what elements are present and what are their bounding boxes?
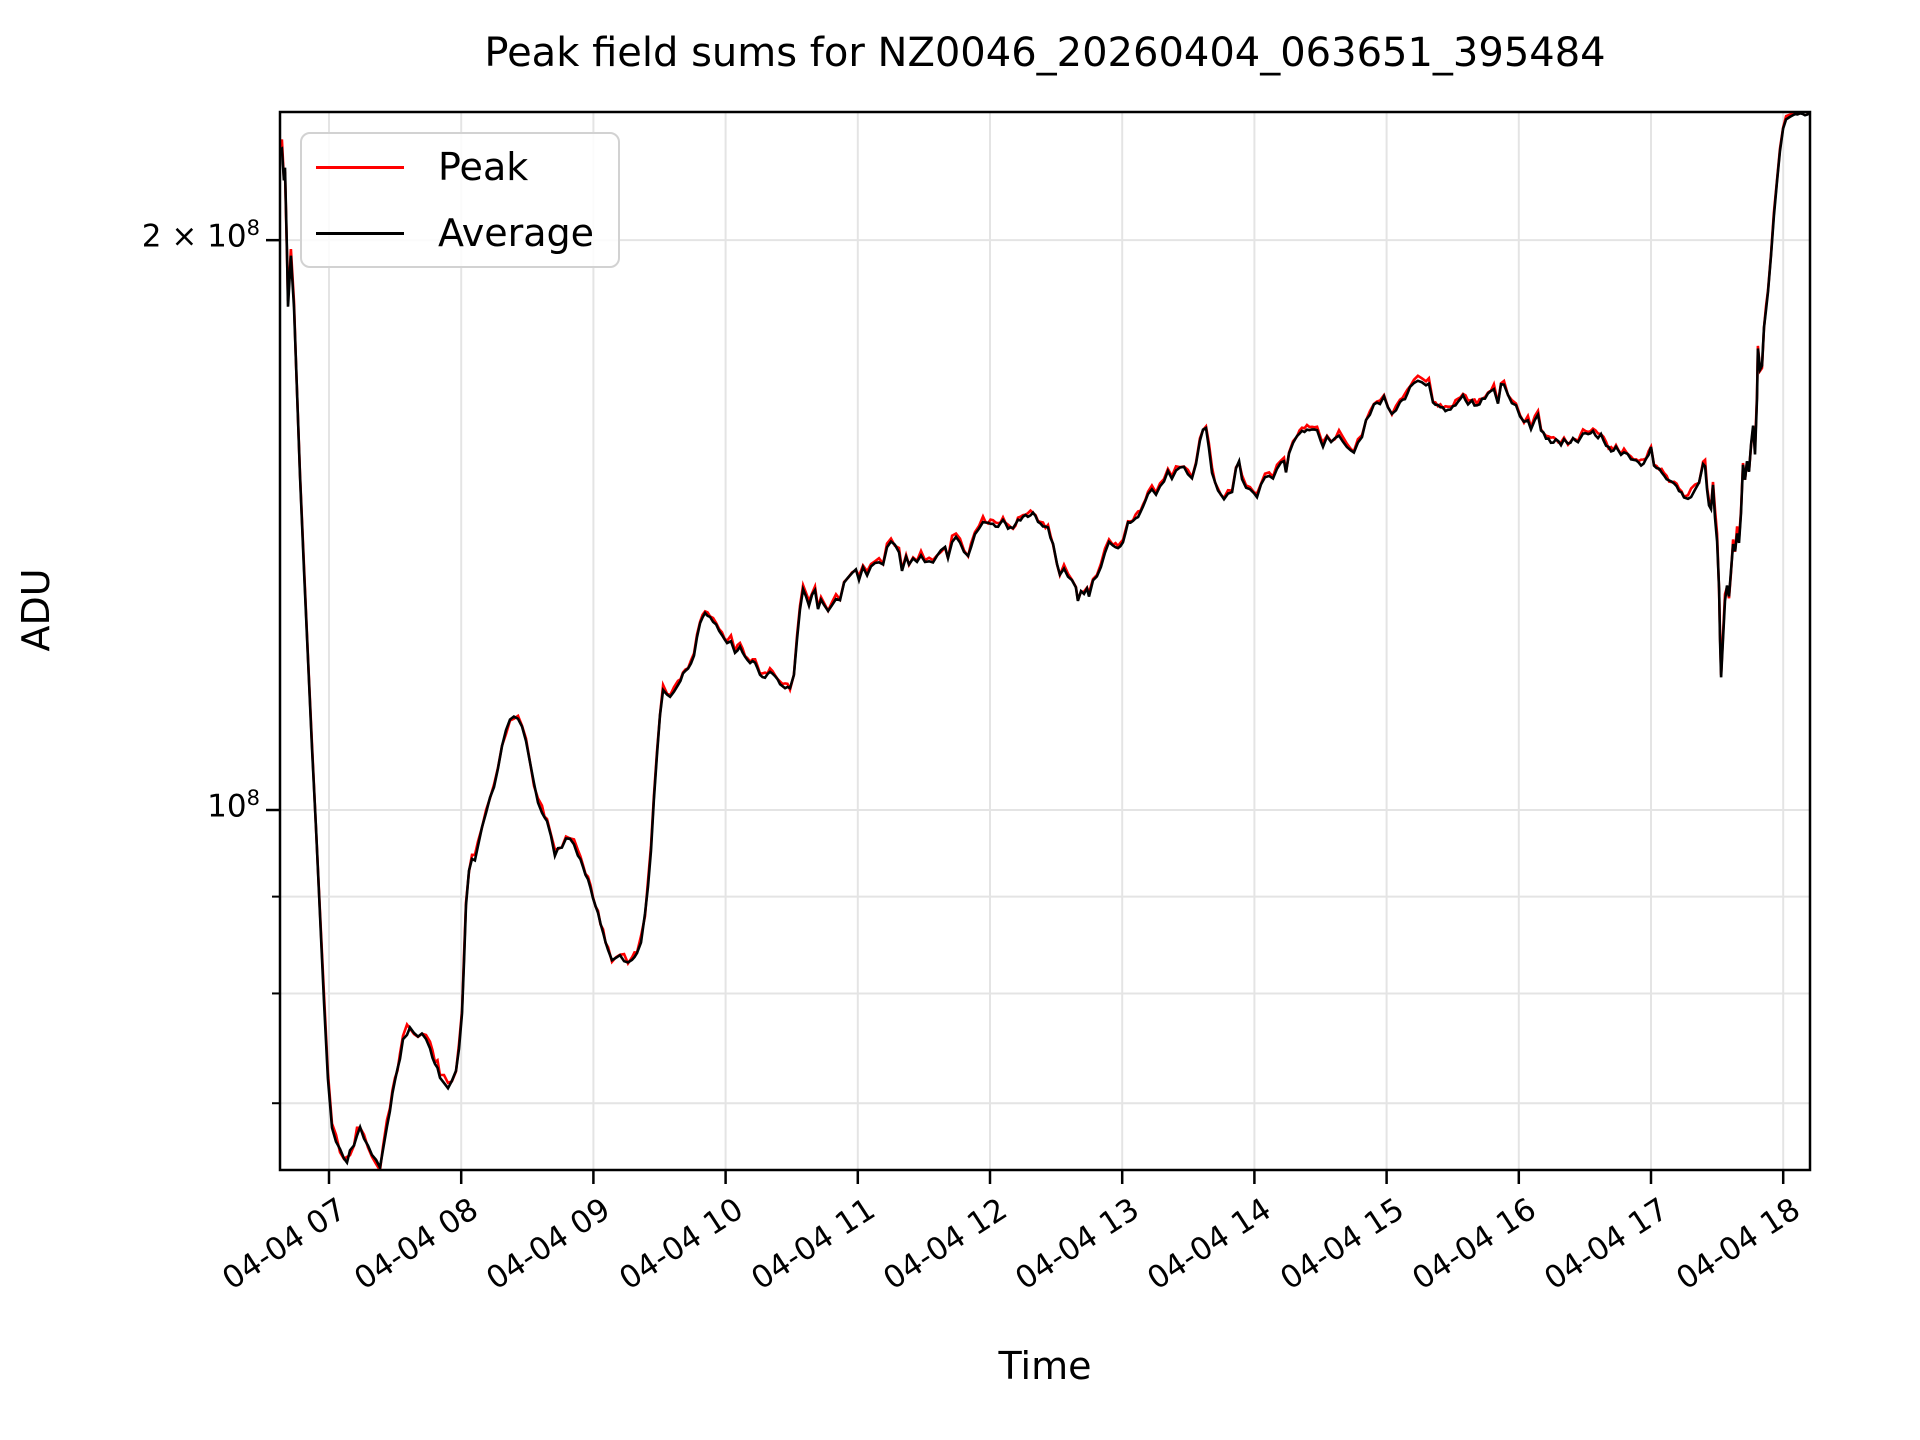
legend: Peak Average <box>300 132 620 268</box>
average-line-swatch <box>316 231 404 235</box>
legend-item-peak: Peak <box>316 136 618 198</box>
y-tick-label: 2 × 108 <box>141 216 260 255</box>
average-line <box>280 112 1810 1170</box>
x-axis-label: Time <box>998 1344 1092 1388</box>
peak-line-swatch <box>316 165 404 169</box>
legend-item-average: Average <box>316 202 618 264</box>
legend-label-peak: Peak <box>438 145 529 189</box>
chart-title: Peak field sums for NZ0046_20260404_0636… <box>484 30 1606 76</box>
axes-spines <box>278 110 1812 1172</box>
legend-label-average: Average <box>438 211 595 255</box>
y-tick-label: 108 <box>207 786 260 825</box>
peak-line <box>280 112 1810 1170</box>
